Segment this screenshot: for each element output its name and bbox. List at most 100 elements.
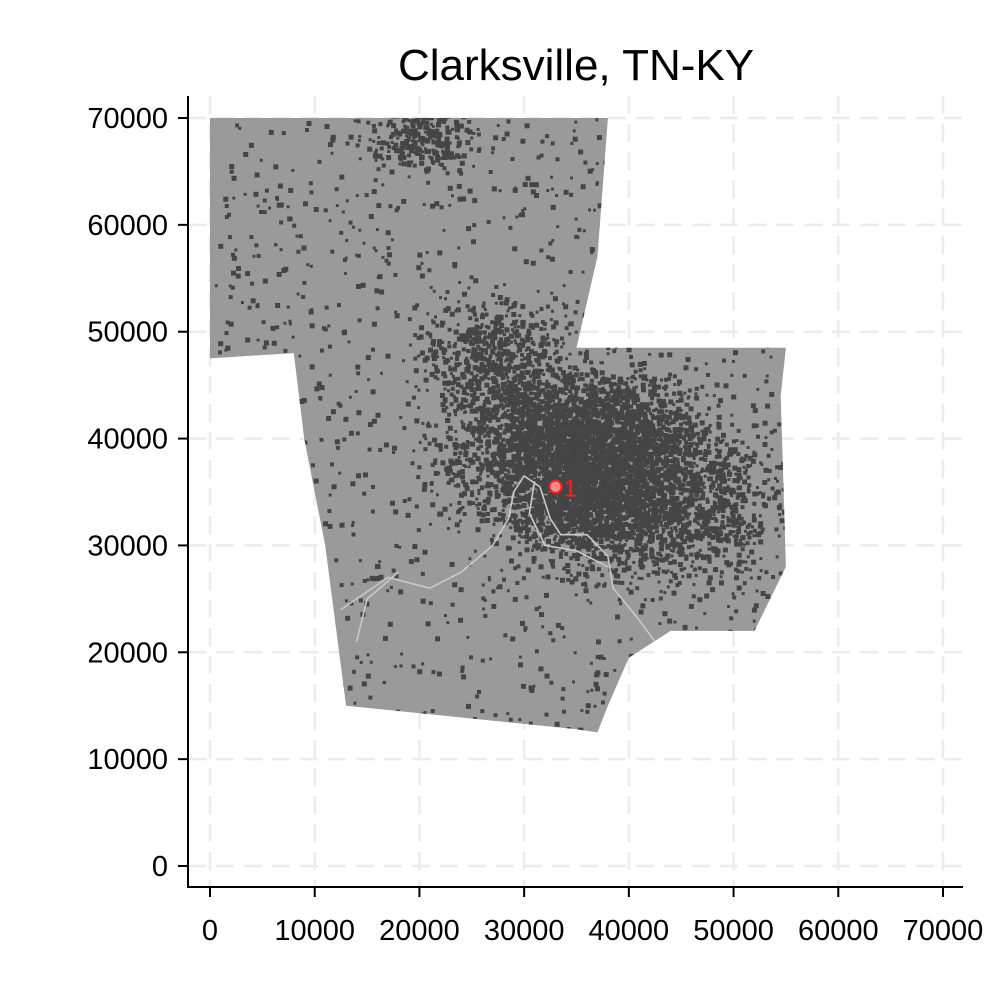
urban-cell (529, 420, 534, 425)
urban-cell (497, 443, 501, 447)
urban-cell (283, 266, 289, 272)
urban-cell (579, 509, 584, 514)
urban-cell (630, 440, 636, 446)
urban-cell (484, 518, 490, 523)
urban-cell (289, 718, 295, 724)
urban-cell (401, 198, 407, 204)
urban-cell (730, 413, 734, 417)
urban-cell (327, 324, 331, 328)
urban-cell (228, 295, 233, 300)
urban-cell (438, 447, 443, 452)
urban-cell (490, 737, 494, 741)
urban-cell (662, 704, 667, 709)
urban-cell (530, 445, 534, 449)
urban-cell (520, 138, 526, 144)
urban-cell (544, 673, 550, 679)
urban-cell (601, 700, 605, 705)
urban-cell (558, 442, 563, 447)
urban-cell (656, 551, 660, 555)
urban-cell (521, 209, 525, 213)
urban-cell (417, 465, 422, 470)
urban-cell (725, 712, 729, 717)
urban-cell (635, 385, 638, 389)
urban-cell (501, 448, 506, 453)
urban-cell (717, 483, 723, 489)
urban-cell (470, 493, 475, 497)
urban-cell (672, 549, 675, 553)
urban-cell (765, 403, 771, 409)
urban-cell (547, 421, 551, 425)
urban-cell (563, 385, 569, 391)
urban-cell (211, 415, 217, 420)
urban-cell (380, 371, 383, 375)
urban-cell (529, 396, 534, 401)
urban-cell (375, 576, 381, 581)
urban-cell (690, 478, 696, 483)
urban-cell (323, 521, 329, 527)
urban-cell (714, 285, 720, 291)
urban-cell (437, 471, 441, 475)
urban-cell (224, 215, 229, 219)
urban-cell (638, 408, 644, 414)
urban-cell (370, 389, 376, 395)
urban-cell (698, 548, 702, 552)
urban-cell (618, 420, 622, 424)
urban-cell (504, 492, 509, 497)
urban-cell (531, 559, 536, 564)
urban-cell (584, 455, 590, 461)
urban-cell (508, 429, 512, 433)
urban-cell (447, 412, 452, 417)
urban-cell (405, 512, 411, 518)
urban-cell (378, 560, 382, 564)
urban-cell (473, 430, 476, 434)
urban-cell (718, 440, 723, 444)
urban-cell (504, 131, 510, 137)
urban-cell (253, 191, 259, 197)
urban-cell (250, 493, 254, 497)
urban-cell (739, 539, 742, 542)
urban-cell (776, 336, 781, 342)
urban-cell (308, 181, 313, 186)
urban-cell (289, 217, 293, 221)
urban-cell (600, 378, 606, 384)
urban-cell (533, 419, 537, 423)
urban-cell (375, 228, 379, 232)
urban-cell (512, 407, 517, 412)
urban-cell (757, 575, 762, 580)
urban-cell (224, 373, 230, 379)
urban-cell (721, 537, 726, 542)
urban-cell (225, 345, 231, 351)
urban-cell (498, 517, 503, 522)
urban-cell (633, 377, 637, 381)
urban-cell (776, 505, 782, 511)
urban-cell (661, 543, 665, 547)
urban-cell (639, 464, 645, 470)
urban-cell (458, 723, 461, 727)
urban-cell (616, 464, 621, 469)
urban-cell (661, 414, 665, 418)
urban-cell (663, 493, 667, 497)
urban-cell (429, 522, 432, 526)
urban-cell (629, 424, 634, 430)
urban-cell (706, 513, 710, 517)
urban-cell (611, 541, 615, 545)
urban-cell (765, 374, 769, 378)
urban-cell (620, 429, 625, 433)
urban-cell (533, 422, 537, 426)
urban-cell (257, 411, 261, 414)
urban-cell (545, 380, 549, 384)
urban-cell (392, 451, 396, 454)
urban-cell (368, 214, 374, 219)
urban-cell (507, 445, 512, 450)
urban-cell (305, 128, 309, 132)
urban-cell (819, 524, 822, 527)
urban-cell (667, 427, 671, 431)
urban-cell (554, 721, 560, 727)
urban-cell (525, 175, 531, 181)
urban-cell (599, 224, 604, 229)
urban-cell (283, 348, 288, 353)
urban-cell (642, 404, 648, 409)
urban-cell (412, 449, 416, 453)
urban-cell (655, 384, 661, 390)
urban-cell (747, 486, 750, 490)
